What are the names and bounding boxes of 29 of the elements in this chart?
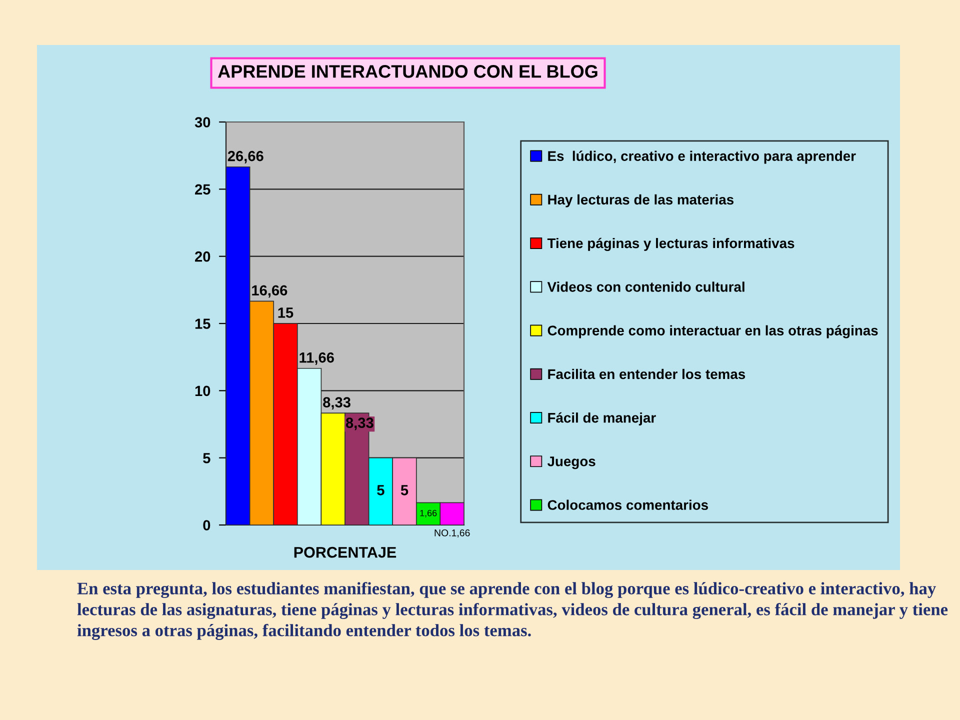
- legend-label: Hay lecturas de las materias: [548, 194, 734, 208]
- data-label: 8,33: [323, 397, 350, 410]
- data-label: 11,66: [300, 352, 334, 365]
- legend-label: Tiene páginas y lecturas informativas: [547, 238, 794, 251]
- legend-label: Juegos: [547, 456, 596, 470]
- data-label: 16,66: [252, 285, 288, 298]
- legend-label: Fácil de manejar: [548, 412, 656, 426]
- legend-label: Videos con contenido cultural: [547, 282, 744, 292]
- y-tick-label: 20: [195, 251, 210, 262]
- legend-label: Es lúdico, creativo e interactivo para aprender: [548, 150, 856, 164]
- data-label: 8,33: [346, 418, 374, 430]
- y-tick-label: 15: [195, 318, 210, 329]
- y-tick-label: 5: [203, 453, 210, 464]
- y-tick-label: 0: [203, 520, 210, 530]
- y-tick-label: 10: [195, 386, 210, 396]
- data-label: 1,66: [420, 510, 437, 518]
- data-label: 5: [400, 485, 408, 496]
- text: En esta pregunta, los estudiantes manifiestan, que se aprende con el blog porque es lúdico-creativo e interactivo, hay lecturas de las asignaturas, tiene páginas y lecturas informativas, videos de cultura general, es fácil de manejar y tiene ingresos a otras páginas, facilitando entender todos los temas.: [77, 582, 948, 640]
- x-axis-title: PORCENTAJE: [294, 546, 396, 558]
- y-tick-label: 25: [195, 184, 210, 195]
- data-label: NO.1,66: [434, 529, 470, 538]
- legend-label: Colocamos comentarios: [548, 500, 708, 510]
- chart-title: APRENDE INTERACTUANDO CON EL BLOG: [218, 65, 598, 78]
- y-tick-label: 30: [194, 117, 210, 128]
- data-label: 5: [377, 485, 384, 496]
- data-label: 15: [278, 308, 294, 318]
- legend-label: Comprende como interactuar en las otras páginas: [548, 325, 878, 338]
- data-label: 26,66: [228, 150, 264, 164]
- legend-label: Facilita en entender los temas: [548, 368, 746, 380]
